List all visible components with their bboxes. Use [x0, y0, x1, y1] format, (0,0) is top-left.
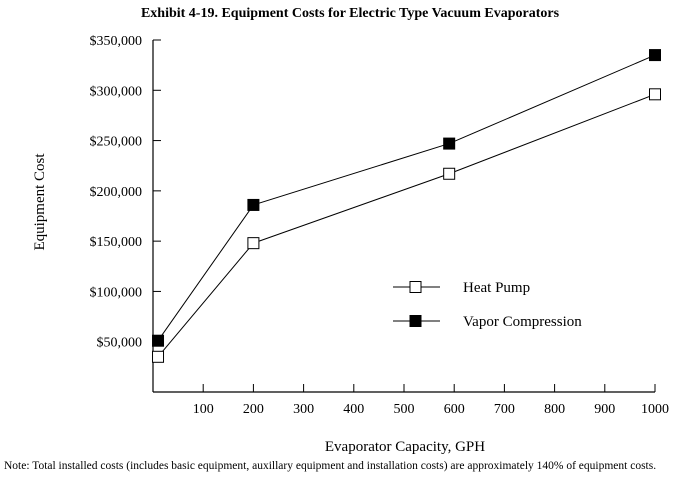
y-tick-label: $350,000	[90, 34, 143, 49]
data-point-filled-square	[443, 137, 456, 150]
legend: Heat Pump Vapor Compression	[393, 280, 582, 330]
data-point-open-square	[649, 88, 661, 101]
data-point-filled-square	[649, 49, 661, 62]
y-axis-label: Equipment Cost	[32, 153, 48, 251]
x-tick-label: 500	[394, 402, 415, 417]
y-tick-label: $150,000	[90, 235, 143, 250]
x-tick-label: 300	[293, 402, 314, 417]
y-tick-label: $50,000	[97, 336, 143, 351]
data-point-open-square	[443, 167, 456, 180]
legend-label: Heat Pump	[463, 280, 530, 296]
chart-note: Note: Total installed costs (includes ba…	[4, 460, 657, 472]
data-point-open-square	[247, 237, 260, 250]
series-line	[157, 93, 656, 358]
axes: $50,000 $100,000 $150,000 $200,000 $250,000 $…	[90, 34, 670, 417]
x-tick-label: 400	[343, 402, 364, 417]
x-tick-label: 100	[193, 402, 214, 417]
x-axis-label: Evaporator Capacity, GPH	[325, 439, 485, 455]
y-tick-label: $200,000	[90, 185, 143, 200]
data-point-filled-square	[247, 198, 260, 211]
x-tick-label: 800	[544, 402, 565, 417]
legend-marker	[409, 281, 422, 293]
series-lines	[152, 49, 661, 363]
legend-label: Vapor Compression	[463, 314, 582, 330]
data-point-open-square	[152, 350, 165, 363]
chart-title: Exhibit 4-19. Equipment Costs for Electr…	[140, 6, 560, 21]
x-tick-label: 1000	[641, 402, 669, 417]
legend-marker	[409, 315, 422, 327]
y-tick-label: $100,000	[90, 285, 143, 300]
y-tick-label: $300,000	[90, 84, 143, 99]
x-tick-label: 900	[594, 402, 615, 417]
data-point-filled-square	[152, 334, 165, 347]
series-line	[157, 54, 656, 341]
x-tick-label: 200	[243, 402, 264, 417]
x-tick-label: 700	[494, 402, 515, 417]
y-tick-label: $250,000	[90, 135, 143, 150]
x-tick-label: 600	[444, 402, 465, 417]
